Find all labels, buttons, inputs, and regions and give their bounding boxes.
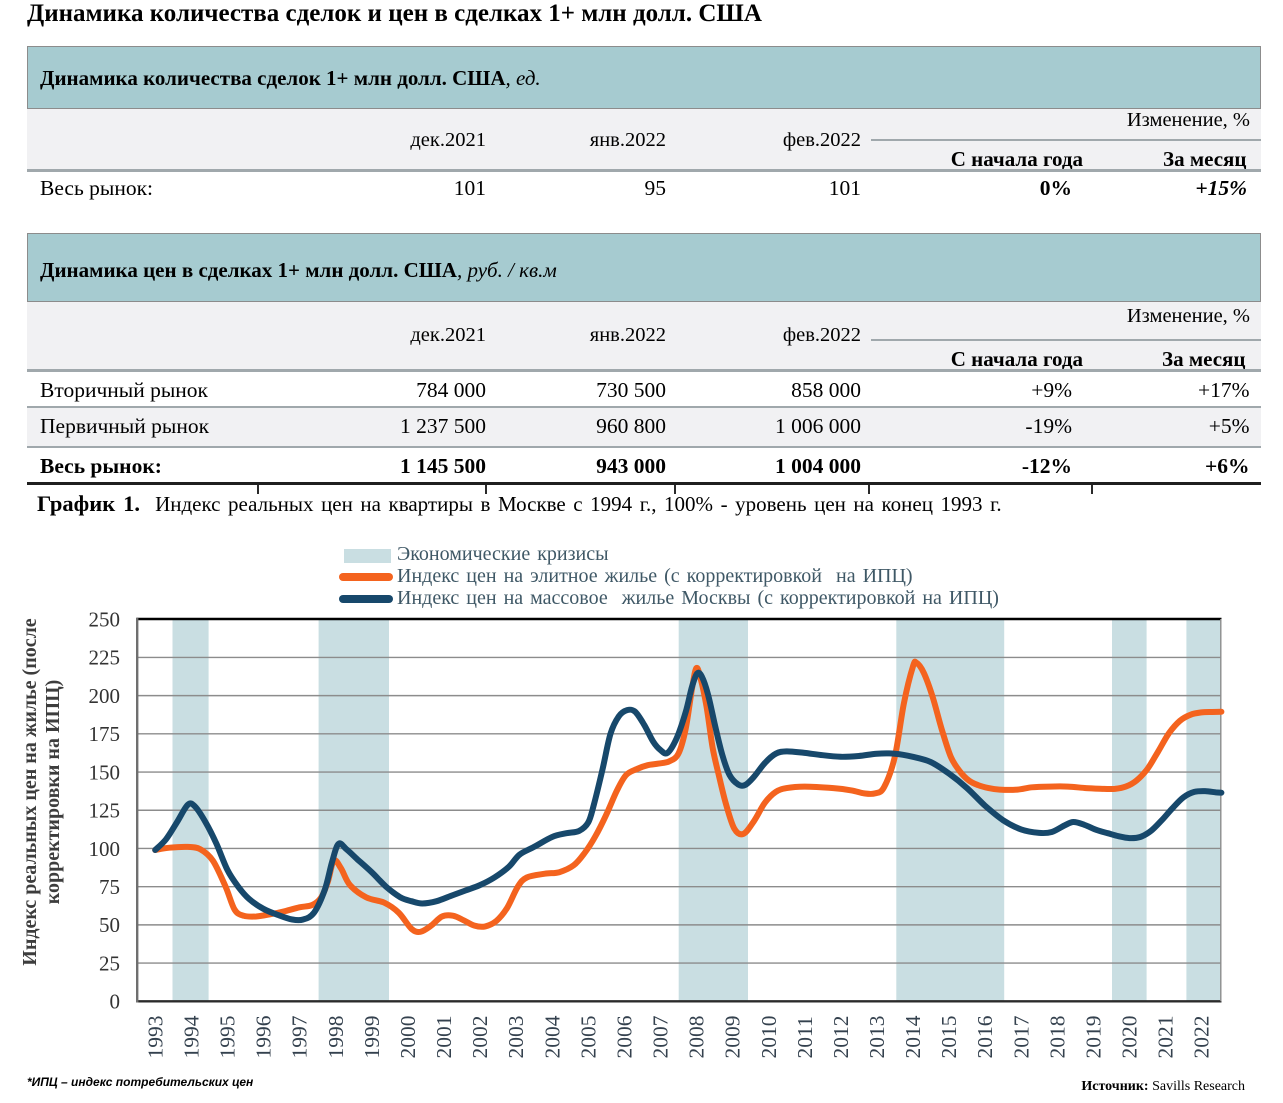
svg-text:2004: 2004: [540, 1015, 564, 1058]
svg-text:2016: 2016: [973, 1015, 997, 1058]
svg-text:2015: 2015: [937, 1016, 961, 1059]
svg-text:150: 150: [89, 760, 121, 784]
svg-text:75: 75: [99, 875, 120, 899]
svg-text:1994: 1994: [180, 1015, 204, 1058]
svg-text:225: 225: [89, 646, 121, 670]
svg-text:2007: 2007: [649, 1015, 673, 1058]
svg-text:2019: 2019: [1082, 1016, 1106, 1059]
svg-text:2013: 2013: [865, 1016, 889, 1059]
svg-text:175: 175: [89, 722, 121, 746]
svg-text:2006: 2006: [612, 1015, 636, 1058]
svg-text:1993: 1993: [143, 1016, 167, 1059]
svg-text:1995: 1995: [216, 1016, 240, 1059]
svg-text:корректировки на ИПЦ): корректировки на ИПЦ): [42, 680, 64, 905]
svg-text:2021: 2021: [1154, 1016, 1178, 1059]
svg-text:2018: 2018: [1045, 1016, 1069, 1059]
svg-text:100: 100: [89, 837, 121, 861]
svg-text:2009: 2009: [721, 1016, 745, 1059]
svg-text:2011: 2011: [793, 1016, 817, 1058]
svg-text:250: 250: [89, 608, 121, 632]
svg-text:2014: 2014: [901, 1015, 925, 1058]
svg-text:2022: 2022: [1190, 1016, 1214, 1059]
svg-text:1999: 1999: [360, 1016, 384, 1059]
svg-text:2001: 2001: [432, 1016, 456, 1059]
svg-text:2003: 2003: [504, 1016, 528, 1059]
svg-text:2008: 2008: [685, 1016, 709, 1059]
svg-text:50: 50: [99, 913, 120, 937]
svg-text:2010: 2010: [757, 1016, 781, 1059]
svg-text:25: 25: [99, 951, 120, 975]
svg-text:200: 200: [89, 684, 121, 708]
svg-text:1997: 1997: [288, 1015, 312, 1058]
svg-text:125: 125: [89, 799, 121, 823]
svg-text:2000: 2000: [396, 1016, 420, 1059]
svg-text:2012: 2012: [829, 1016, 853, 1059]
svg-text:2020: 2020: [1118, 1016, 1142, 1059]
svg-text:Индекс реальных цен на жилье (: Индекс реальных цен на жилье (после: [19, 618, 41, 966]
svg-text:0: 0: [110, 990, 121, 1014]
svg-text:1996: 1996: [252, 1015, 276, 1058]
svg-text:1998: 1998: [324, 1016, 348, 1059]
svg-text:2005: 2005: [576, 1016, 600, 1059]
svg-text:2017: 2017: [1009, 1015, 1033, 1058]
svg-text:2002: 2002: [468, 1016, 492, 1059]
